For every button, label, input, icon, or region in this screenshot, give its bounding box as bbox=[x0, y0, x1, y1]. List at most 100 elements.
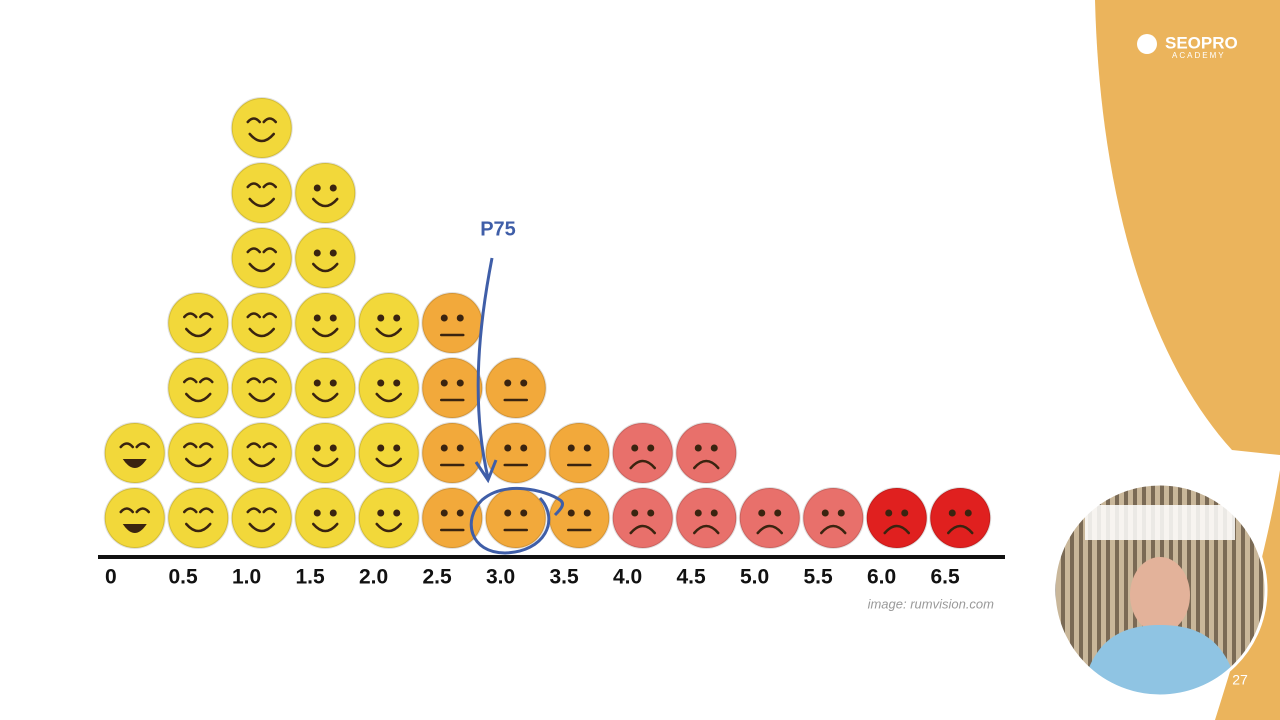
stripe bbox=[1250, 484, 1254, 696]
mouth bbox=[693, 459, 720, 470]
eye bbox=[440, 444, 448, 452]
stripe bbox=[1196, 484, 1200, 696]
caption: image: rumvision.com bbox=[868, 596, 995, 611]
face bbox=[675, 422, 738, 484]
x-tick-label: 1.5 bbox=[296, 566, 326, 589]
x-tick-label: 3.5 bbox=[550, 566, 580, 589]
eye bbox=[694, 509, 702, 517]
eye bbox=[774, 509, 782, 517]
eye bbox=[329, 249, 337, 257]
mouth bbox=[312, 262, 339, 273]
face bbox=[357, 292, 420, 354]
annotation-circle bbox=[469, 486, 564, 555]
x-tick-label: 5.5 bbox=[804, 566, 834, 589]
stripe bbox=[1259, 484, 1263, 696]
mouth bbox=[185, 522, 212, 533]
eye bbox=[329, 379, 337, 387]
eye bbox=[567, 509, 575, 517]
mouth bbox=[312, 392, 339, 403]
eye bbox=[183, 442, 214, 449]
eye bbox=[313, 184, 321, 192]
eye bbox=[393, 509, 401, 517]
stripe bbox=[1088, 484, 1092, 696]
mouth bbox=[248, 262, 275, 273]
face bbox=[230, 487, 293, 549]
mouth bbox=[248, 197, 275, 208]
stripe bbox=[1061, 484, 1065, 696]
decor-shape bbox=[1215, 470, 1280, 720]
mouth bbox=[883, 524, 910, 535]
face bbox=[167, 487, 230, 549]
eye bbox=[246, 312, 277, 319]
mouth bbox=[947, 524, 974, 535]
mouth bbox=[375, 522, 402, 533]
face bbox=[484, 357, 547, 419]
stripe bbox=[1097, 484, 1101, 696]
eye bbox=[377, 314, 385, 322]
eye bbox=[119, 507, 150, 514]
face bbox=[167, 357, 230, 419]
face bbox=[738, 487, 801, 549]
eye bbox=[885, 509, 893, 517]
eye bbox=[694, 444, 702, 452]
stripe bbox=[1115, 484, 1119, 696]
face bbox=[865, 487, 928, 549]
stripe bbox=[1205, 484, 1209, 696]
eye bbox=[246, 117, 277, 124]
x-tick-label: 6.0 bbox=[867, 566, 896, 589]
eye bbox=[329, 314, 337, 322]
face bbox=[167, 422, 230, 484]
x-tick-label: 6.5 bbox=[931, 566, 961, 589]
eye bbox=[567, 444, 575, 452]
eye bbox=[313, 249, 321, 257]
eye bbox=[964, 509, 972, 517]
face bbox=[103, 487, 166, 549]
eye bbox=[631, 509, 639, 517]
mouth bbox=[312, 327, 339, 338]
eye bbox=[377, 379, 385, 387]
eye bbox=[440, 509, 448, 517]
mouth bbox=[122, 459, 147, 468]
eye bbox=[183, 507, 214, 514]
face bbox=[294, 227, 357, 289]
face bbox=[357, 487, 420, 549]
x-tick-label: 0 bbox=[105, 566, 117, 589]
eye bbox=[313, 379, 321, 387]
mouth bbox=[312, 457, 339, 468]
eye bbox=[456, 444, 464, 452]
eye bbox=[329, 184, 337, 192]
face bbox=[611, 487, 674, 549]
stripe bbox=[1106, 484, 1110, 696]
mouth bbox=[375, 327, 402, 338]
eye bbox=[456, 509, 464, 517]
icon-column bbox=[611, 422, 674, 549]
icon-column bbox=[484, 357, 547, 549]
eye bbox=[520, 379, 528, 387]
x-tick-label: 2.5 bbox=[423, 566, 453, 589]
face bbox=[548, 422, 611, 484]
eye bbox=[440, 314, 448, 322]
x-tick-label: 5.0 bbox=[740, 566, 769, 589]
icon-column bbox=[865, 487, 928, 549]
mouth bbox=[185, 392, 212, 403]
eye bbox=[440, 379, 448, 387]
mouth bbox=[248, 522, 275, 533]
eye bbox=[837, 509, 845, 517]
x-tick-label: 3.0 bbox=[486, 566, 515, 589]
eye bbox=[377, 509, 385, 517]
mouth bbox=[312, 197, 339, 208]
eye bbox=[313, 444, 321, 452]
face bbox=[421, 487, 484, 549]
face bbox=[103, 422, 166, 484]
mouth bbox=[185, 327, 212, 338]
stripe bbox=[1214, 484, 1218, 696]
face bbox=[294, 487, 357, 549]
stripe bbox=[1232, 484, 1236, 696]
icon-column bbox=[675, 422, 738, 549]
eye bbox=[313, 509, 321, 517]
stripe bbox=[1223, 484, 1227, 696]
eye bbox=[456, 379, 464, 387]
face bbox=[357, 357, 420, 419]
eye bbox=[901, 509, 909, 517]
